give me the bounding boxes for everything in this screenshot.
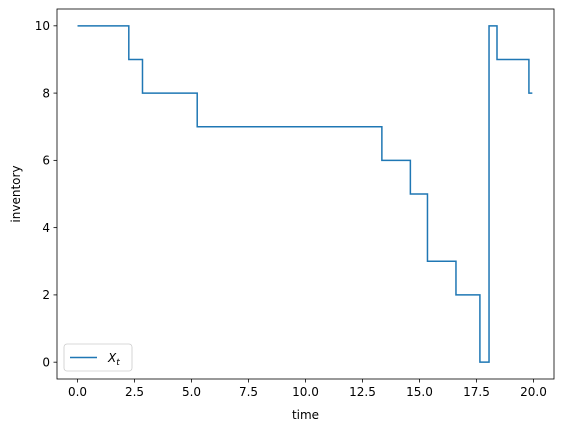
- x-tick-label: 20.0: [520, 385, 547, 399]
- plot-frame: [56, 8, 555, 380]
- legend: Xt: [63, 343, 133, 372]
- x-tick-label: 17.5: [463, 385, 490, 399]
- series-layer: [77, 25, 533, 363]
- y-tick-label: 8: [42, 86, 50, 100]
- x-tick-label: 5.0: [182, 385, 201, 399]
- x-tick-label: 10.0: [292, 385, 319, 399]
- y-axis-label: inventory: [9, 165, 23, 222]
- x-axis-label: time: [292, 408, 319, 422]
- x-tick-label: 12.5: [349, 385, 376, 399]
- x-tick-label: 15.0: [406, 385, 433, 399]
- y-tick-label: 0: [42, 355, 50, 369]
- legend-series-label: Xt: [107, 351, 120, 368]
- y-tick-label: 6: [42, 154, 50, 168]
- x-tick-label: 0.0: [68, 385, 87, 399]
- y-tick-label: 10: [35, 19, 50, 33]
- legend-box: [63, 343, 133, 372]
- series-line-0: [77, 25, 533, 363]
- x-tick-label: 2.5: [125, 385, 144, 399]
- x-tick-label: 7.5: [239, 385, 258, 399]
- ticks-layer: 0.0 2.5 5.0 7.5 10.0 12.5 15.0 17.5 20.0 0 2 4 6 8 10: [35, 19, 547, 399]
- y-tick-label: 2: [42, 288, 50, 302]
- y-tick-label: 4: [42, 221, 50, 235]
- plot-area: [57, 9, 554, 379]
